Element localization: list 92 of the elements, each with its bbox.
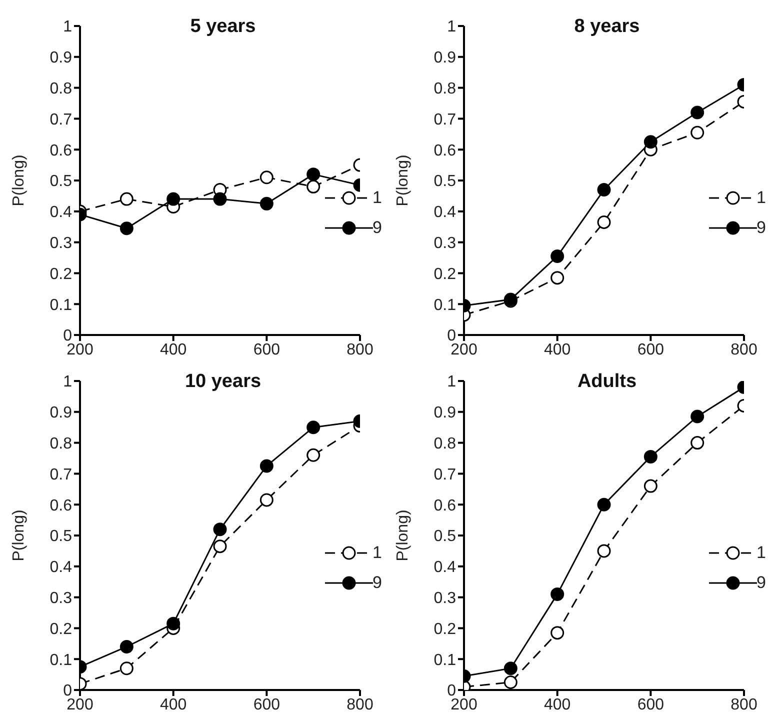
y-axis-title: P(long) <box>394 510 412 562</box>
y-tick-label: 0.7 <box>434 111 456 128</box>
y-tick-label: 0.7 <box>50 466 72 484</box>
point <box>597 498 611 512</box>
x-tick-label: 400 <box>160 341 187 358</box>
y-tick-label: 0.1 <box>434 296 456 314</box>
y-tick-label: 0.4 <box>50 559 72 576</box>
chart-title: 8 years <box>573 16 641 38</box>
x-tick-label: 800 <box>346 696 374 714</box>
x-tick-label: 600 <box>637 341 664 358</box>
point <box>597 544 611 558</box>
point <box>597 215 611 229</box>
y-tick-label: 0.2 <box>434 266 456 283</box>
y-tick-label: 0.6 <box>434 497 456 514</box>
y-tick-label: 0.4 <box>434 204 456 222</box>
y-tick-label: 0.3 <box>434 590 456 607</box>
y-tick-label: 0.9 <box>434 404 456 422</box>
point <box>166 192 180 206</box>
x-tick-label: 400 <box>544 341 571 358</box>
point <box>550 587 564 601</box>
y-tick-label: 0.4 <box>434 559 456 576</box>
y-tick-label: 1 <box>447 18 456 36</box>
legend-label: 9 <box>372 218 382 238</box>
point <box>504 676 518 690</box>
y-tick-label: 1 <box>63 18 72 36</box>
point <box>504 662 518 676</box>
point <box>260 493 274 507</box>
legend-label: 9 <box>372 573 382 593</box>
point <box>260 196 274 210</box>
y-tick-label: 0.7 <box>434 466 456 484</box>
point <box>213 192 227 206</box>
x-tick-label: 600 <box>253 696 280 714</box>
y-tick-label: 0.6 <box>434 142 456 160</box>
legend-label: 1 <box>756 188 766 208</box>
y-tick-label: 0.3 <box>50 234 72 252</box>
y-tick-label: 0.5 <box>50 173 72 190</box>
point <box>644 135 658 149</box>
x-tick-label: 600 <box>253 341 280 358</box>
x-tick-label: 800 <box>346 341 374 358</box>
x-tick-label: 800 <box>730 696 758 714</box>
point <box>644 450 658 464</box>
point <box>260 170 274 184</box>
y-tick-label: 0.5 <box>434 528 456 546</box>
x-tick-label: 600 <box>637 696 664 714</box>
y-tick-label: 0.8 <box>50 80 72 98</box>
legend-label: 1 <box>756 543 766 563</box>
legend-label: 1 <box>372 188 382 208</box>
y-tick-label: 1 <box>447 374 456 391</box>
legend-label: 1 <box>372 543 382 563</box>
point <box>213 540 227 554</box>
point <box>213 522 227 536</box>
y-tick-label: 0.9 <box>50 404 72 422</box>
y-tick-label: 0.8 <box>50 435 72 452</box>
x-tick-label: 800 <box>730 341 758 358</box>
y-tick-label: 0.9 <box>434 50 456 67</box>
y-tick-label: 0.8 <box>434 435 456 452</box>
y-tick-label: 0.6 <box>50 497 72 514</box>
point <box>550 626 564 640</box>
y-tick-label: 0.7 <box>50 111 72 128</box>
chart-title: Adults <box>576 371 638 393</box>
y-axis-title: P(long) <box>10 154 28 206</box>
y-axis-title: P(long) <box>394 154 412 206</box>
legend-label: 9 <box>756 573 766 593</box>
x-tick-label: 400 <box>160 696 187 714</box>
y-tick-label: 0.8 <box>434 80 456 98</box>
x-tick-label: 400 <box>544 696 571 714</box>
y-tick-label: 0.5 <box>50 528 72 546</box>
chart-title: 5 years <box>189 16 257 38</box>
y-tick-label: 0.6 <box>50 142 72 160</box>
y-tick-label: 0.3 <box>434 234 456 252</box>
y-tick-label: 0.4 <box>50 204 72 222</box>
y-tick-label: 0.5 <box>434 173 456 190</box>
y-tick-label: 0.9 <box>50 50 72 67</box>
y-tick-label: 0.2 <box>50 620 72 638</box>
point <box>690 436 704 450</box>
y-tick-label: 0.2 <box>434 620 456 638</box>
point <box>550 249 564 263</box>
point <box>166 616 180 630</box>
y-tick-label: 0.1 <box>50 652 72 669</box>
point <box>550 271 564 285</box>
point <box>690 410 704 424</box>
y-tick-label: 0.2 <box>50 266 72 283</box>
y-tick-label: 1 <box>63 374 72 391</box>
point <box>260 459 274 473</box>
y-tick-label: 0.3 <box>50 590 72 607</box>
legend-label: 9 <box>756 218 766 238</box>
chart-title: 10 years <box>184 371 262 393</box>
y-tick-label: 0.1 <box>434 652 456 669</box>
point <box>597 183 611 197</box>
point <box>644 479 658 493</box>
y-tick-label: 0.1 <box>50 296 72 314</box>
y-axis-title: P(long) <box>10 510 28 562</box>
